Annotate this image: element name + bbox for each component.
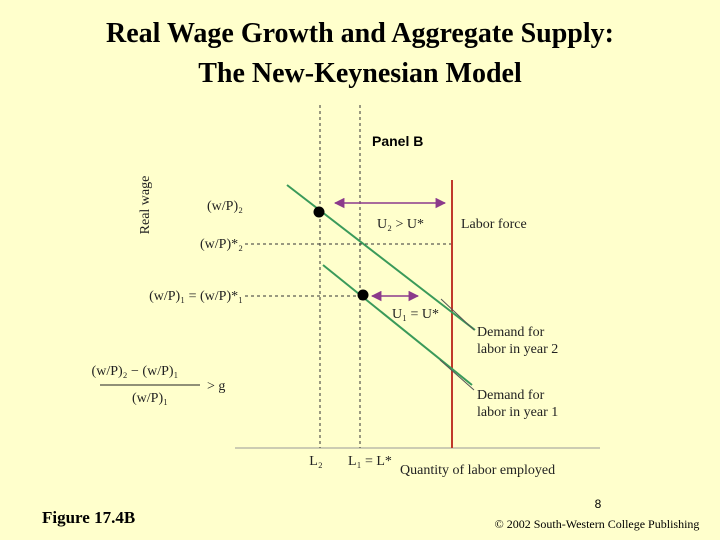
point (357, 289, 369, 301)
leader (440, 298, 475, 331)
annotation: U₁ = U* (392, 307, 439, 322)
curve-label: labor in year 1 (477, 405, 558, 420)
axes (235, 105, 600, 449)
x-label: L₁ = L* (348, 454, 392, 469)
growth-numerator: (w/P)₂ − (w/P)₁ (92, 364, 179, 379)
panel-label: Panel B (372, 133, 423, 149)
curve-label: labor in year 2 (477, 342, 558, 357)
y-label: (w/P)₂ (207, 199, 243, 214)
x-label: L₂ (309, 454, 323, 469)
demand-curve (322, 264, 473, 386)
growth-denominator: (w/P)₁ (132, 391, 168, 406)
x-axis-label: Quantity of labor employed (400, 463, 555, 478)
copyright: © 2002 South-Western College Publishing (495, 517, 700, 531)
annotation: U₂ > U* (377, 217, 424, 232)
title: Real Wage Growth and Aggregate Supply: (106, 18, 614, 49)
annotation: Labor force (461, 217, 527, 232)
point (313, 206, 325, 218)
y-label: (w/P)*₂ (200, 237, 243, 252)
leader (439, 359, 475, 391)
growth-relation: > g (207, 379, 225, 394)
title: The New-Keynesian Model (198, 58, 522, 89)
page-number: 8 (595, 497, 602, 511)
y-axis-label: Real wage (138, 176, 153, 235)
y-label: (w/P)₁ = (w/P)*₁ (149, 289, 243, 304)
figure-label: Figure 17.4B (42, 508, 135, 527)
curve-label: Demand for (477, 388, 545, 403)
curve-label: Demand for (477, 325, 545, 340)
